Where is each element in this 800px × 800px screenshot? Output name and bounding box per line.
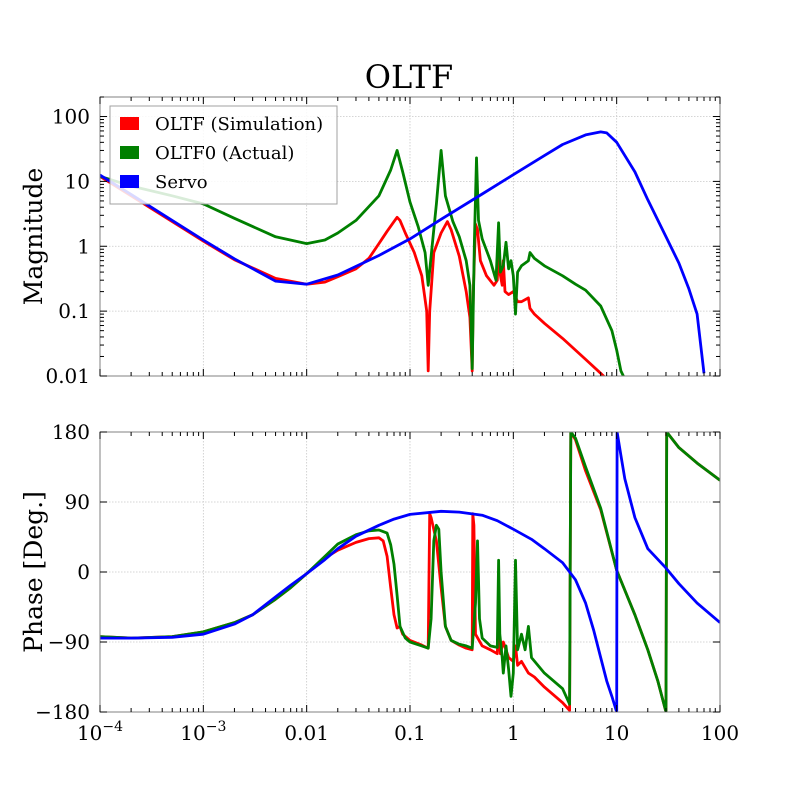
y-tick-label: 90 — [65, 490, 90, 514]
series-group — [100, 432, 720, 712]
x-tick-label: 100 — [701, 721, 739, 745]
y-tick-label: 100 — [52, 105, 90, 129]
series-line-servo — [100, 130, 706, 374]
legend-label: Servo — [155, 172, 208, 193]
y-tick-label: 180 — [52, 420, 90, 444]
legend-swatch — [120, 146, 139, 159]
y-axis-label: Magnitude — [19, 168, 48, 306]
series-line-servo — [100, 432, 720, 712]
y-tick-label: 0 — [77, 560, 90, 584]
x-tick-label: 0.1 — [394, 721, 426, 745]
y-tick-label: 0.01 — [45, 364, 90, 388]
y-axis-label: Phase [Deg.] — [19, 491, 48, 653]
y-tick-label: 1 — [77, 234, 90, 258]
chart-legend: OLTF (Simulation) OLTF0 (Actual) Servo — [109, 105, 338, 205]
legend-swatch — [120, 117, 139, 130]
x-tick-label: 10−3 — [180, 719, 226, 745]
x-tick-label: 0.01 — [284, 721, 329, 745]
y-tick-label: 0.1 — [58, 299, 90, 323]
series-group — [100, 130, 706, 376]
legend-label: OLTF0 (Actual) — [155, 143, 294, 164]
y-tick-label: −180 — [35, 700, 90, 724]
legend-swatch — [120, 175, 139, 188]
chart-title: OLTF — [365, 58, 453, 96]
y-tick-label: −90 — [48, 630, 90, 654]
series-line-oltf0-actual — [100, 149, 625, 376]
legend-box — [109, 105, 338, 205]
series-line-oltf-simulation — [100, 175, 606, 376]
legend-label: OLTF (Simulation) — [155, 114, 323, 135]
y-tick-label: 10 — [65, 169, 90, 193]
panel-phase: −180 −90 0 90 180 10−4 10−3 0.01 0.1 1 10 100 Phase … — [19, 420, 739, 745]
x-tick-label: 1 — [507, 721, 520, 745]
x-tick-label: 10−4 — [77, 719, 123, 745]
x-tick-label: 10 — [604, 721, 629, 745]
